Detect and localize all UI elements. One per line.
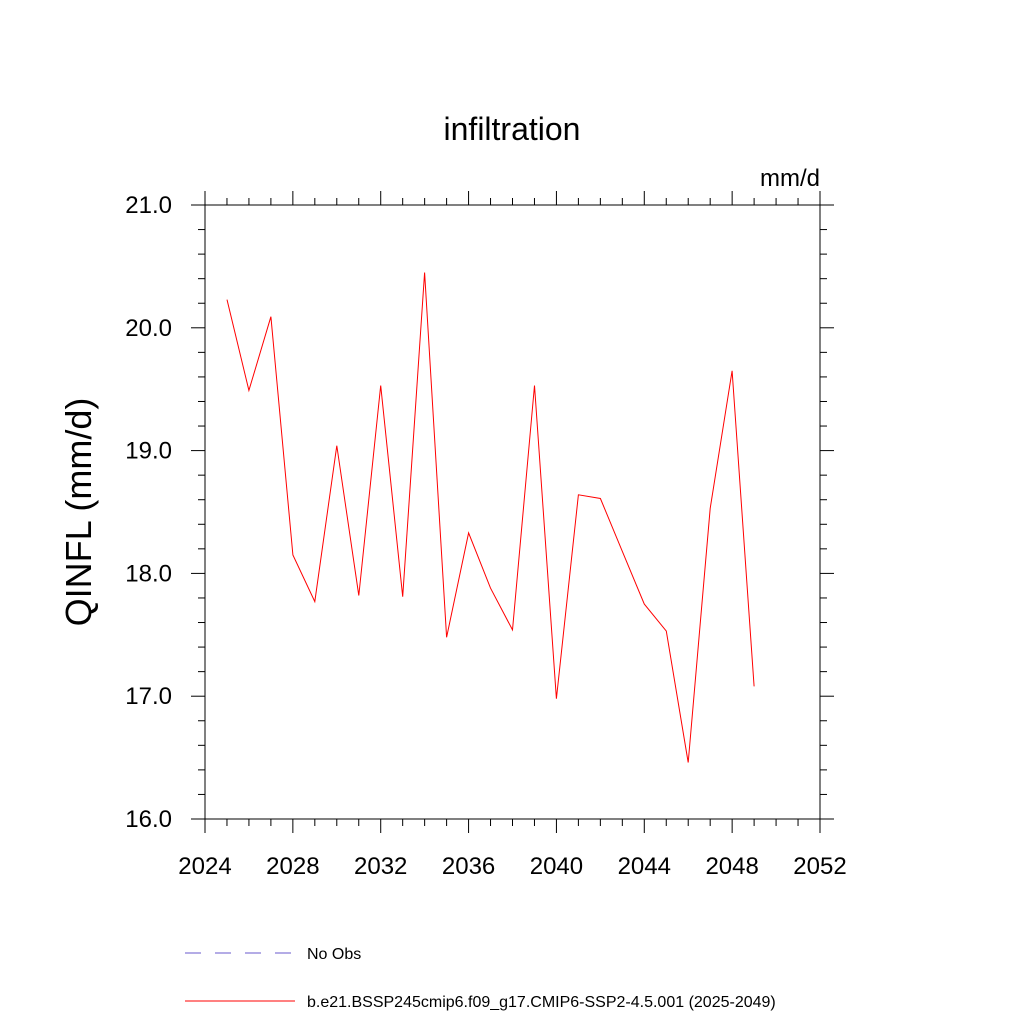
x-tick-label: 2032 (354, 853, 407, 880)
units-label: mm/d (760, 165, 820, 192)
y-tick-label: 18.0 (125, 560, 172, 587)
y-tick-label: 16.0 (125, 806, 172, 833)
y-tick-label: 17.0 (125, 683, 172, 710)
x-tick-label: 2036 (442, 853, 495, 880)
x-tick-label: 2024 (178, 853, 231, 880)
y-tick-label: 19.0 (125, 438, 172, 465)
x-tick-label: 2028 (266, 853, 319, 880)
axis-tick-labels: 2024 2028 2032 2036 2040 2044 2048 2052 16.0 17.0… (125, 192, 846, 880)
axis-ticks (191, 191, 834, 833)
x-tick-label: 2048 (705, 853, 758, 880)
x-tick-label: 2040 (530, 853, 583, 880)
series-line (226, 272, 755, 763)
legend-label-run: b.e21.BSSP245cmip6.f09_g17.CMIP6-SSP2-4.… (307, 994, 776, 1011)
x-tick-label: 2052 (793, 853, 846, 880)
x-tick-label: 2044 (618, 853, 671, 880)
legend: No Obs b.e21.BSSP245cmip6.f09_g17.CMIP6-… (185, 946, 776, 1011)
chart-title: infiltration (444, 111, 581, 147)
legend-label-no-obs: No Obs (307, 946, 361, 963)
y-axis-label: QINFL (mm/d) (58, 398, 99, 627)
y-tick-label: 20.0 (125, 315, 172, 342)
y-tick-label: 21.0 (125, 192, 172, 219)
series-group (226, 272, 755, 763)
plot-frame (204, 204, 821, 820)
